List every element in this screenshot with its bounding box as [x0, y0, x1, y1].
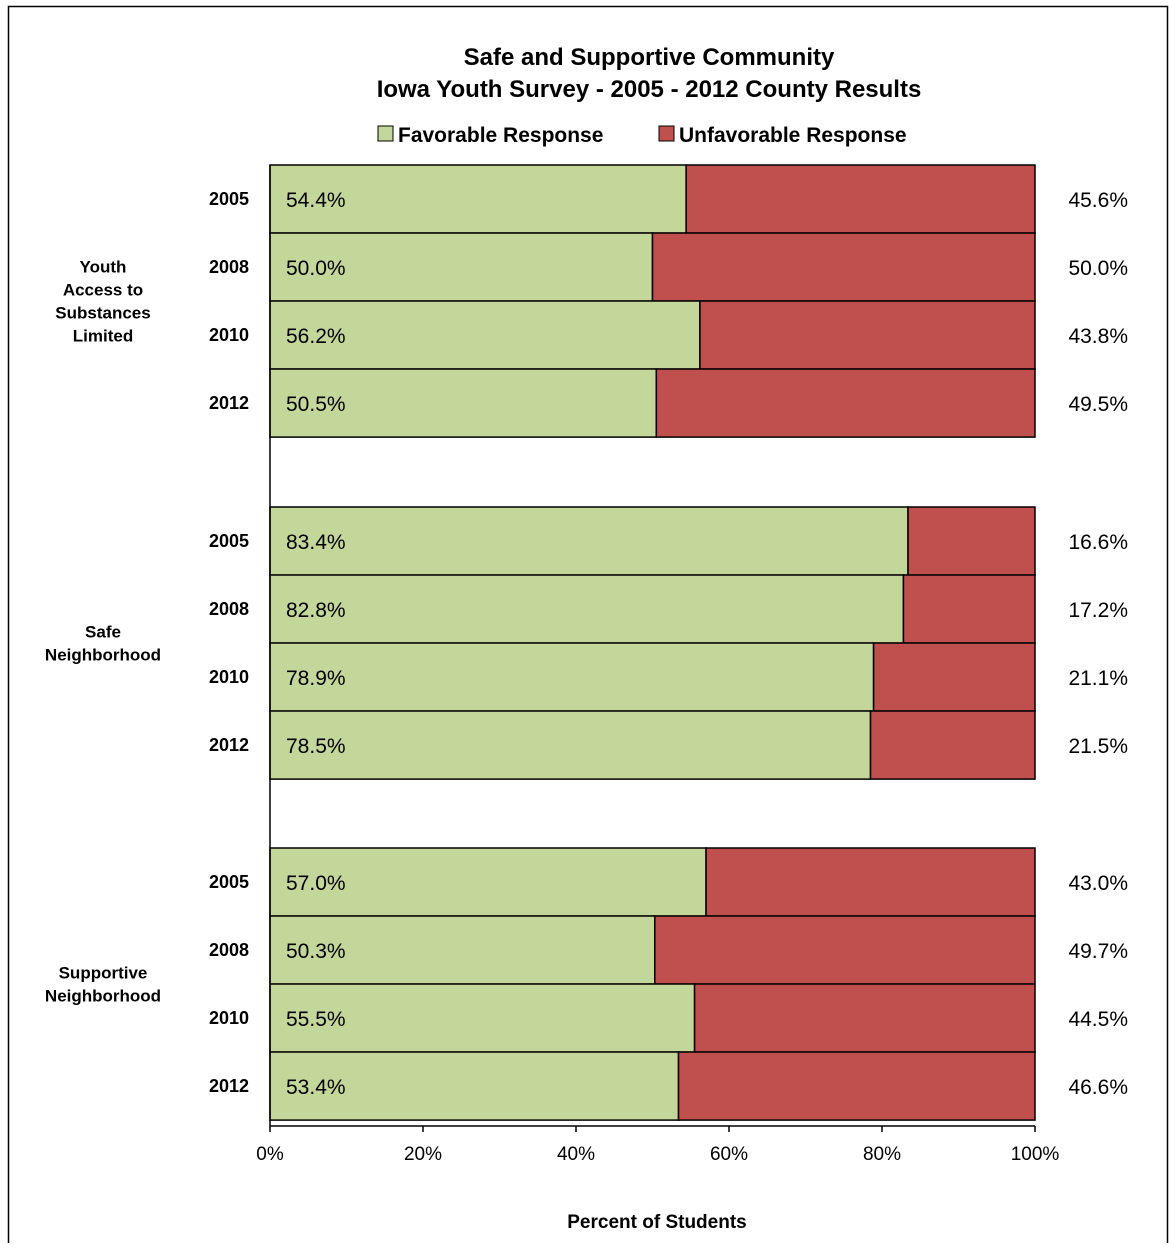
x-tick-label: 40% — [557, 1144, 595, 1165]
bar-favorable — [269, 847, 707, 917]
group-label-0: Access to — [63, 281, 143, 300]
legend-label-unfavorable: Unfavorable Response — [679, 124, 907, 147]
x-tick-label: 100% — [1011, 1144, 1060, 1165]
year-label: 2008 — [209, 599, 249, 619]
bar-favorable — [269, 710, 872, 780]
data-label-favorable: 53.4% — [286, 1076, 346, 1099]
bar-unfavorable — [902, 574, 1036, 644]
year-label: 2012 — [209, 1076, 249, 1096]
bar-favorable — [269, 915, 656, 985]
chart-title-line-1: Safe and Supportive Community — [464, 44, 835, 71]
bar-unfavorable — [651, 232, 1036, 302]
year-label: 2005 — [209, 872, 249, 892]
data-label-favorable: 82.8% — [286, 599, 346, 622]
data-label-favorable: 83.4% — [286, 531, 346, 554]
group-label-0: Limited — [73, 327, 133, 346]
data-label-unfavorable: 44.5% — [1068, 1008, 1128, 1031]
year-label: 2012 — [209, 393, 249, 413]
data-label-favorable: 57.0% — [286, 872, 346, 895]
bar-unfavorable — [705, 847, 1036, 917]
year-label: 2008 — [209, 940, 249, 960]
data-label-unfavorable: 46.6% — [1068, 1076, 1128, 1099]
bar-favorable — [269, 574, 905, 644]
group-label-1: Safe — [85, 623, 121, 642]
bar-favorable — [269, 300, 701, 370]
data-label-unfavorable: 49.5% — [1068, 393, 1128, 416]
bar-unfavorable — [907, 506, 1036, 576]
x-tick-label: 0% — [256, 1144, 284, 1165]
legend: Favorable Response Unfavorable Response — [377, 124, 907, 147]
data-label-favorable: 55.5% — [286, 1008, 346, 1031]
data-label-favorable: 50.3% — [286, 940, 346, 963]
bar-unfavorable — [693, 983, 1036, 1053]
bar-unfavorable — [655, 368, 1036, 438]
year-label: 2005 — [209, 189, 249, 209]
group-label-0: Youth — [80, 258, 127, 277]
year-label: 2012 — [209, 735, 249, 755]
bar-unfavorable — [685, 164, 1036, 234]
bar-unfavorable — [654, 915, 1036, 985]
bar-unfavorable — [699, 300, 1036, 370]
bar-favorable — [269, 506, 909, 576]
year-label: 2010 — [209, 325, 249, 345]
chart-title-line-2: Iowa Youth Survey - 2005 - 2012 County R… — [377, 76, 922, 103]
bar-unfavorable — [872, 642, 1036, 712]
plot-area: 54.4% 45.6% 2005 50.0% 50.0% 2008 56.2% 43.8% 20… — [45, 164, 1128, 1233]
bar-favorable — [269, 368, 658, 438]
data-label-unfavorable: 43.8% — [1068, 325, 1128, 348]
bar-unfavorable — [869, 710, 1036, 780]
year-label: 2008 — [209, 257, 249, 277]
bar-favorable — [269, 983, 696, 1053]
group-label-2: Supportive — [59, 964, 148, 983]
legend-label-favorable: Favorable Response — [398, 124, 603, 147]
x-axis-title: Percent of Students — [567, 1212, 746, 1233]
data-label-unfavorable: 17.2% — [1068, 599, 1128, 622]
data-label-favorable: 78.5% — [286, 735, 346, 758]
data-label-unfavorable: 45.6% — [1068, 189, 1128, 212]
data-label-favorable: 50.0% — [286, 257, 346, 280]
x-tick-label: 20% — [404, 1144, 442, 1165]
data-label-favorable: 50.5% — [286, 393, 346, 416]
group-label-2: Neighborhood — [45, 987, 161, 1006]
bar-unfavorable — [677, 1051, 1036, 1121]
legend-swatch-favorable — [377, 125, 394, 142]
group-label-1: Neighborhood — [45, 646, 161, 665]
data-label-favorable: 78.9% — [286, 667, 346, 690]
year-label: 2010 — [209, 667, 249, 687]
data-label-unfavorable: 16.6% — [1068, 531, 1128, 554]
data-label-unfavorable: 50.0% — [1068, 257, 1128, 280]
year-label: 2005 — [209, 531, 249, 551]
x-tick-label: 80% — [863, 1144, 901, 1165]
legend-swatch-unfavorable — [658, 125, 675, 142]
data-label-unfavorable: 43.0% — [1068, 872, 1128, 895]
x-tick-label: 60% — [710, 1144, 748, 1165]
bar-favorable — [269, 164, 687, 234]
data-label-unfavorable: 49.7% — [1068, 940, 1128, 963]
data-label-unfavorable: 21.5% — [1068, 735, 1128, 758]
group-label-0: Substances — [55, 304, 150, 323]
data-label-favorable: 54.4% — [286, 189, 346, 212]
bar-favorable — [269, 642, 875, 712]
data-label-favorable: 56.2% — [286, 325, 346, 348]
data-label-unfavorable: 21.1% — [1068, 667, 1128, 690]
year-label: 2010 — [209, 1008, 249, 1028]
